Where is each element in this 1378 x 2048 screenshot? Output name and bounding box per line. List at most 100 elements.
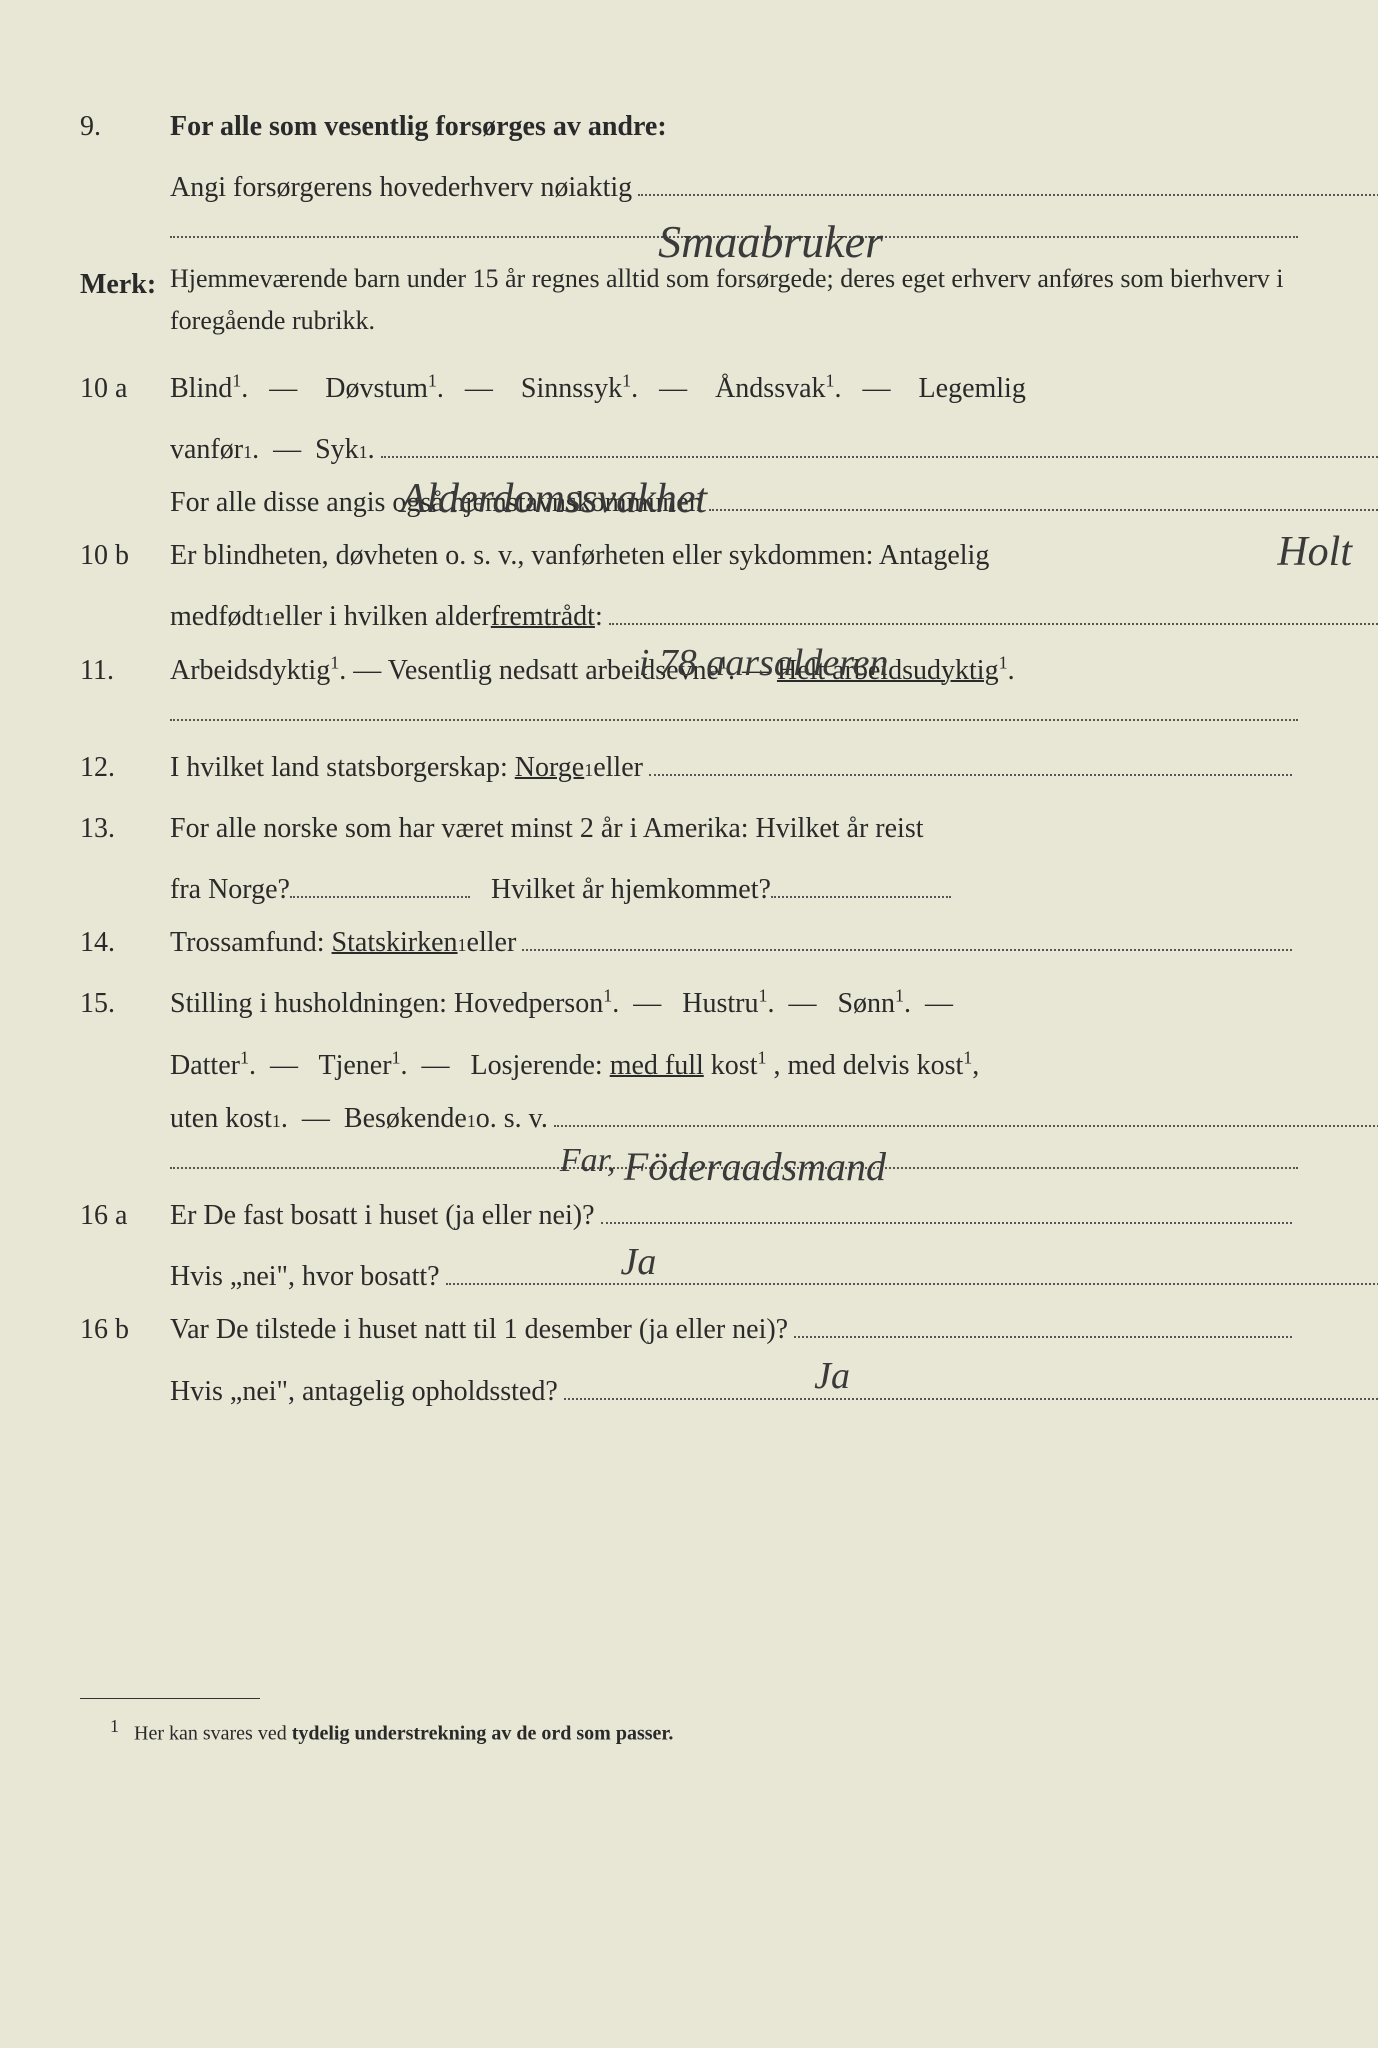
q15-row2: Datter1. — Tjener1. — Losjerende: med fu… — [80, 1039, 1298, 1092]
q13-hjemkommet: Hvilket år hjemkommet? — [491, 863, 771, 916]
q15-utenkost: uten kost — [170, 1092, 272, 1145]
q13-number: 13. — [80, 802, 170, 855]
q9-row1: 9. For alle som vesentlig forsørges av a… — [80, 100, 1298, 153]
sup: 1 — [603, 986, 612, 1006]
footnote-text1: Her kan svares ved — [134, 1722, 292, 1744]
q16b-answer-field[interactable]: Ja — [794, 1336, 1292, 1338]
q12-text: I hvilket land statsborgerskap: — [170, 741, 508, 794]
q10b-fremtradt: fremtrådt — [491, 590, 595, 643]
q12-eller: eller — [593, 741, 643, 794]
q10b-row2: medfødt1 eller i hvilken alder fremtrådt… — [80, 590, 1378, 643]
q10a-blind: Blind — [170, 373, 232, 404]
q16a-answer-field[interactable]: Ja — [601, 1222, 1293, 1224]
q16a-number: 16 a — [80, 1189, 170, 1242]
q15-number: 15. — [80, 977, 170, 1030]
footnote: 1 Her kan svares ved tydelig understrekn… — [80, 1709, 1298, 1753]
q10a-vanfor: vanfør — [170, 423, 243, 476]
q12-norge: Norge — [515, 741, 584, 794]
sup: 1 — [758, 986, 767, 1006]
q10a-dovstum: Døvstum — [325, 373, 428, 404]
q13-row1: 13. For alle norske som har været minst … — [80, 802, 1298, 855]
form-page: 9. For alle som vesentlig forsørges av a… — [0, 0, 1378, 1812]
q13-franorge: fra Norge? — [170, 863, 290, 916]
q10b-number: 10 b — [80, 529, 170, 582]
q16b-row1: 16 b Var De tilstede i huset natt til 1 … — [80, 1303, 1298, 1356]
q10b-row1: 10 b Er blindheten, døvheten o. s. v., v… — [80, 529, 1298, 582]
q15-kost: kost — [704, 1050, 758, 1081]
q10a-syk: Syk — [315, 423, 359, 476]
sup: 1 — [263, 602, 272, 636]
sup: 1 — [240, 1047, 249, 1067]
q16b-question: Var De tilstede i huset natt til 1 desem… — [170, 1303, 788, 1356]
q12-field[interactable] — [649, 774, 1292, 776]
q15-sonn: Sønn — [837, 988, 895, 1019]
q15-tjener: Tjener — [318, 1050, 391, 1081]
q16b-content1: Var De tilstede i huset natt til 1 desem… — [170, 1303, 1298, 1356]
sup: 1 — [330, 652, 339, 672]
q11-number: 11. — [80, 644, 170, 697]
q12-number: 12. — [80, 741, 170, 794]
q16a-question: Er De fast bosatt i huset (ja eller nei)… — [170, 1189, 595, 1242]
q9-answer-field[interactable]: Smaabruker — [638, 194, 1378, 196]
q16b-row2: Hvis „nei", antagelig opholdssted? — [80, 1365, 1378, 1418]
q14-content: Trossamfund: Statskirken1 eller — [170, 916, 1298, 969]
q13-field2[interactable] — [771, 896, 951, 898]
q16b-field2[interactable] — [564, 1398, 1378, 1400]
q14-statskirken: Statskirken — [332, 916, 458, 969]
q15-medfull: med full — [610, 1050, 704, 1081]
q9-heading: For alle som vesentlig forsørges av andr… — [170, 100, 1298, 153]
q15-line1: Stilling i husholdningen: Hovedperson1. … — [170, 977, 1298, 1030]
q14-number: 14. — [80, 916, 170, 969]
sup: 1 — [232, 370, 241, 390]
q15-delvis: , med delvis kost — [773, 1050, 963, 1081]
sup: 1 — [458, 928, 467, 962]
q14-field[interactable] — [522, 949, 1292, 951]
q15-datter: Datter — [170, 1050, 240, 1081]
footnote-text2: tydelig understrekning av de ord som pas… — [292, 1722, 674, 1744]
q15-row3: uten kost1. — Besøkende1 o. s. v. Far, F… — [80, 1092, 1378, 1145]
q15-losjerende: Losjerende: — [471, 1050, 610, 1081]
q15-answer-field[interactable]: Far, Föderaadsmand — [554, 1125, 1378, 1127]
q10a-answer1-field[interactable]: Alderdomssvakhet — [381, 456, 1378, 458]
q14-text: Trossamfund: — [170, 916, 325, 969]
merk-text: Hjemmeværende barn under 15 år regnes al… — [170, 258, 1298, 341]
q11-arbeidsdyktig: Arbeidsdyktig — [170, 655, 330, 686]
q16a-hvis: Hvis „nei", hvor bosatt? — [170, 1250, 440, 1303]
q10a-andssvak: Åndssvak — [715, 373, 825, 404]
footnote-num: 1 — [110, 1716, 119, 1736]
sup: 1 — [895, 986, 904, 1006]
q10b-line1: Er blindheten, døvheten o. s. v., vanfør… — [170, 529, 1298, 582]
q9-answer: Smaabruker — [658, 198, 883, 200]
q15-hustru: Hustru — [682, 988, 758, 1019]
q16b-hvis: Hvis „nei", antagelig opholdssted? — [170, 1365, 558, 1418]
q14-eller: eller — [467, 916, 517, 969]
q15-hovedperson: Stilling i husholdningen: Hovedperson — [170, 988, 603, 1019]
footnote-rule — [80, 1698, 260, 1699]
q9-number: 9. — [80, 100, 170, 153]
q10b-eller: eller i hvilken alder — [272, 590, 490, 643]
q10a-row3: For alle disse angis også hjemstavnskomm… — [80, 476, 1378, 529]
q10b-answer-field[interactable]: i 78 aarsalderen — [609, 623, 1378, 625]
q15-osv: o. s. v. — [476, 1092, 548, 1145]
q16a-row1: 16 a Er De fast bosatt i huset (ja eller… — [80, 1189, 1298, 1242]
q10a-row1: 10 a Blind1. — Døvstum1. — Sinnssyk1. — … — [80, 362, 1298, 415]
q13-line1: For alle norske som har været minst 2 år… — [170, 802, 1298, 855]
sup: 1 — [826, 370, 835, 390]
sup: 1 — [392, 1047, 401, 1067]
q10a-answer1: Alderdomssvakhet — [401, 460, 707, 462]
q10a-content1: Blind1. — Døvstum1. — Sinnssyk1. — Åndss… — [170, 362, 1298, 415]
separator-2 — [170, 717, 1298, 721]
q16a-content1: Er De fast bosatt i huset (ja eller nei)… — [170, 1189, 1298, 1242]
q16b-number: 16 b — [80, 1303, 170, 1356]
q16a-row2: Hvis „nei", hvor bosatt? — [80, 1250, 1378, 1303]
q13-field1[interactable] — [290, 896, 470, 898]
q10a-number: 10 a — [80, 362, 170, 415]
sup: 1 — [999, 652, 1008, 672]
sup: 1 — [622, 370, 631, 390]
q9-row2: Angi forsørgerens hovederhverv nøiaktig … — [80, 161, 1378, 214]
sup: 1 — [584, 753, 593, 787]
sup: 1 — [963, 1047, 972, 1067]
q10a-answer2-field[interactable]: Holt — [709, 509, 1378, 511]
sup: 1 — [467, 1104, 476, 1138]
q16a-field2[interactable] — [446, 1283, 1378, 1285]
